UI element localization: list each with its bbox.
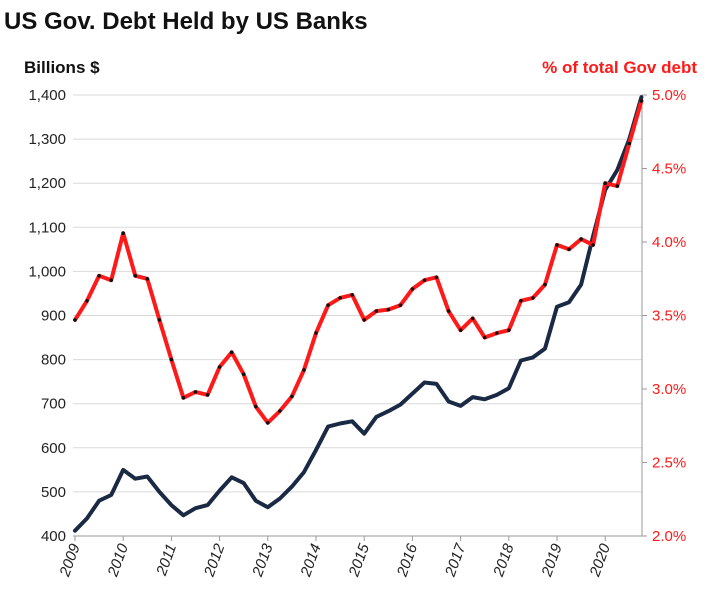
x-tick-label: 2013 [249,541,277,580]
x-axis-ticks: 2009 2010 2011 2012 2013 2014 2015 2016 2017 2018… [56,536,614,580]
percent-data-point [458,328,463,333]
right-axis-title: % of total Gov debt [542,58,697,77]
percent-data-point [181,396,186,400]
x-tick-label: 2014 [297,542,325,580]
percent-data-point [386,307,391,312]
right-tick-label: 2.5% [652,455,686,472]
percent-data-point [362,318,367,322]
left-tick-label: 500 [41,484,66,501]
percent-data-point [374,309,379,313]
percent-data-point [85,299,89,303]
percent-data-point [470,316,475,321]
x-tick-label: 2010 [104,541,132,580]
right-tick-label: 4.5% [652,161,686,178]
percent-data-point [229,350,234,355]
percent-data-point [266,421,270,425]
left-tick-label: 900 [41,308,66,325]
percent-data-point [278,409,282,413]
x-tick-label: 2011 [153,542,180,579]
left-tick-label: 1,400 [28,87,66,104]
percent-data-point [314,331,318,335]
percent-data-point [579,237,583,241]
x-tick-label: 2016 [393,541,421,580]
x-tick-label: 2012 [201,541,229,580]
series [73,95,644,533]
left-axis-ticks: 400 500 600 700 800 900 1,000 1,100 1,200 1,300 1,… [28,87,66,545]
percent-data-point [398,303,403,308]
percent-data-point [350,293,355,297]
gridlines [73,94,642,537]
left-tick-label: 600 [41,440,66,457]
left-tick-label: 1,300 [28,131,66,148]
percent-data-point [109,278,113,283]
percent-data-point [543,282,547,287]
percent-data-point [603,181,607,185]
percent-data-point [531,296,535,300]
right-tick-label: 3.5% [652,308,686,325]
percent-data-point [591,243,595,247]
right-axis-ticks: 2.0% 2.5% 3.0% 3.5% 4.0% 4.5% 5.0% [642,87,686,545]
x-tick-label: 2009 [56,541,84,580]
percent-data-point [302,368,306,372]
percent-data-point [338,296,342,300]
chart-title: US Gov. Debt Held by US Banks [4,8,368,35]
percent-data-point [422,278,427,283]
percent-data-point [627,141,632,146]
x-tick-label: 2019 [538,541,566,580]
percent-data-point [410,287,415,291]
billions-series-line [73,95,644,533]
percent-data-point [326,303,330,308]
percent-data-point [254,404,258,409]
left-tick-label: 1,100 [28,219,66,236]
percent-data-point [145,277,150,281]
percent-data-point [482,335,487,340]
left-tick-label: 700 [41,396,66,413]
percent-data-point [73,318,77,322]
percent-data-point [519,299,523,303]
right-tick-label: 5.0% [652,87,686,104]
percent-data-point [507,328,511,333]
percent-data-point [133,274,138,278]
percent-data-point [639,99,644,103]
percent-data-point [567,247,571,252]
x-tick-label: 2018 [490,541,518,580]
percent-data-point [157,318,162,322]
left-tick-label: 400 [41,528,66,545]
percent-data-point [121,231,125,235]
percent-data-point [446,309,451,313]
percent-data-point [241,372,246,377]
percent-data-point [434,275,439,280]
percent-data-point [205,393,210,397]
x-tick-label: 2015 [345,541,373,580]
left-axis-title: Billions $ [24,58,100,77]
right-tick-label: 3.0% [652,381,686,398]
percent-data-point [97,274,101,278]
percent-data-point [555,243,559,247]
percent-data-point [615,184,620,188]
percent-data-point [290,394,294,399]
percent-data-point [217,365,222,369]
left-tick-label: 1,000 [28,263,66,280]
x-tick-label: 2020 [586,541,614,580]
left-tick-label: 1,200 [28,175,66,192]
right-tick-label: 4.0% [652,234,686,251]
x-tick-label: 2017 [442,541,470,580]
percent-data-point [169,357,174,362]
left-tick-label: 800 [41,352,66,369]
percent-series-line [73,98,644,425]
right-tick-label: 2.0% [652,528,686,545]
percent-data-point [495,331,499,335]
percent-data-point [193,390,198,394]
